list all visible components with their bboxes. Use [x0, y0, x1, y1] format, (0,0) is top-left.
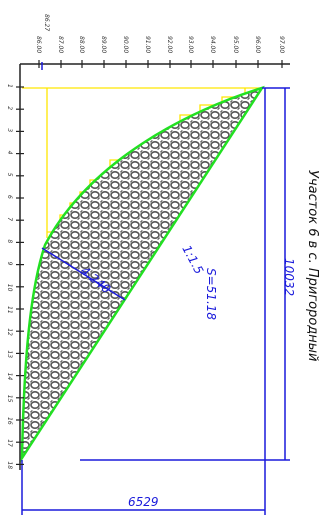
elevation-label: 90.00	[122, 36, 129, 53]
elevation-label: 93.00	[187, 36, 194, 53]
station-label: 18	[6, 461, 13, 469]
station-label: 17	[6, 439, 13, 447]
station-label: 11	[6, 306, 13, 314]
elevation-label: 89.00	[100, 36, 107, 53]
fill-area	[20, 85, 265, 463]
dimension-lines	[21, 62, 290, 515]
elevation-label: 88.00	[78, 36, 85, 53]
station-label: 6	[6, 195, 13, 199]
station-label: 5	[6, 173, 13, 177]
station-label: 15	[6, 395, 13, 403]
elevation-label: 91.00	[144, 36, 151, 53]
station-label: 16	[6, 417, 13, 425]
station-label: 2	[6, 106, 13, 110]
station-label: 7	[6, 217, 13, 221]
elevation-label: 95.00	[232, 36, 239, 53]
elevation-label: 94.00	[209, 36, 216, 53]
station-label: 4	[6, 151, 13, 155]
elevation-label: 87.00	[57, 36, 64, 53]
elevation-label: 97.00	[278, 36, 285, 53]
station-label: 1	[6, 84, 13, 88]
station-label: 12	[6, 328, 13, 336]
station-label: 10	[6, 284, 13, 292]
slope-ratio: 1:1.5	[179, 243, 206, 277]
station-label: 14	[6, 373, 13, 381]
area: S=51.18	[204, 268, 218, 320]
station-label: 9	[6, 262, 13, 266]
title: Участок 6 в с. Пригородный	[305, 170, 320, 362]
height-dimension: 10032	[282, 258, 296, 296]
station-label: 3	[6, 128, 13, 132]
station-label: 8	[6, 239, 13, 243]
elevation-label: 96.00	[254, 36, 261, 53]
elevation-label: 92.00	[166, 36, 173, 53]
elevation-label: 86.00	[35, 36, 42, 53]
width-dimension: 6529	[128, 495, 159, 509]
station-label: 13	[6, 350, 13, 358]
elevation-label: 86.27	[43, 14, 50, 31]
